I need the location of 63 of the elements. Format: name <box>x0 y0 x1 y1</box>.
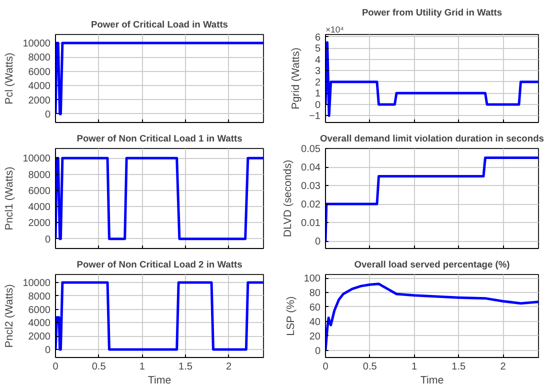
x-tick-label: 1 <box>411 362 418 372</box>
chart-title: Power from Utility Grid in Watts <box>362 8 502 18</box>
y-axis-title: Pncl2 (Watts) <box>4 284 16 348</box>
y-tick-label: 6000 <box>28 66 51 78</box>
x-tick-label: 0 <box>322 362 329 372</box>
y-tick-label: 0.02 <box>301 200 321 211</box>
y-tick-label: 10000 <box>22 38 51 50</box>
x-tick-label: 0.5 <box>362 362 378 372</box>
y-tick-label: 0.03 <box>301 181 321 192</box>
x-tick-label: 0 <box>52 362 59 372</box>
x-tick-label: 2 <box>226 362 232 372</box>
y-axis-title: Pncl1 (Watts) <box>4 166 16 230</box>
y-tick-label: 6000 <box>28 304 51 316</box>
y-tick-label: 0.05 <box>301 144 321 155</box>
y-tick-label: 4000 <box>28 202 51 214</box>
y-tick-label: 0 <box>314 236 321 248</box>
y-tick-label: 4000 <box>28 318 51 330</box>
y-tick-label: 8000 <box>28 291 51 302</box>
y-axis-title: DLVD (seconds) <box>282 160 294 238</box>
y-tick-label: 3 <box>314 66 321 78</box>
x-axis-title: Time <box>148 374 172 386</box>
y-tick-label: 5 <box>314 44 321 55</box>
y-tick-label: 40 <box>309 316 321 328</box>
chart-title: Power of Non Critical Load 2 in Watts <box>76 260 242 270</box>
y-tick-label: 0 <box>44 344 51 356</box>
x-tick-label: 1 <box>139 362 146 372</box>
y-tick-label: 8000 <box>28 170 51 181</box>
y-tick-label: 0 <box>44 109 51 120</box>
x-tick-label: 2 <box>500 362 506 372</box>
y-axis-title: Pgrid (Watts) <box>290 48 302 110</box>
y-tick-label: 0 <box>44 234 51 246</box>
y-tick-label: 8000 <box>28 52 51 64</box>
text: ×10⁴ <box>326 24 344 34</box>
y-tick-label: 60 <box>309 302 321 314</box>
y-tick-label: 20 <box>309 331 321 342</box>
x-tick-label: 0.5 <box>92 362 106 372</box>
y-tick-label: 2000 <box>28 218 51 230</box>
y-tick-label: 0 <box>314 346 321 357</box>
y-tick-label: 4000 <box>28 81 51 92</box>
y-tick-label: 1 <box>314 88 321 100</box>
y-tick-label: 100 <box>304 274 321 285</box>
y-tick-label: 6000 <box>28 186 51 197</box>
y-tick-label: 2000 <box>28 95 51 106</box>
y-tick-label: 10000 <box>22 154 51 165</box>
chart-title: Overall demand limit violation duration in seconds <box>320 134 544 144</box>
x-axis-title: Time <box>420 374 444 386</box>
chart-title: Overall load served percentage (%) <box>354 260 510 270</box>
chart-title: Power of Non Critical Load 1 in Watts <box>76 134 242 144</box>
x-tick-label: 1.5 <box>452 362 466 372</box>
y-tick-label: 0.04 <box>301 162 321 174</box>
y-tick-label: 0.01 <box>301 218 321 230</box>
x-tick-label: 1.5 <box>178 362 193 372</box>
y-tick-label: −1 <box>309 111 321 122</box>
y-tick-label: 6 <box>314 32 321 44</box>
y-tick-label: 80 <box>309 288 321 300</box>
y-tick-label: 4 <box>314 54 321 66</box>
y-tick-label: 2000 <box>28 332 51 343</box>
y-axis-title: LSP (%) <box>284 296 297 336</box>
y-axis-title: Pcl (Watts) <box>4 52 16 104</box>
y-tick-label: 10000 <box>22 278 51 290</box>
chart-title: Power of Critical Load in Watts <box>91 20 228 30</box>
y-tick-label: 2 <box>314 77 321 88</box>
y-tick-label: 0 <box>314 100 321 111</box>
